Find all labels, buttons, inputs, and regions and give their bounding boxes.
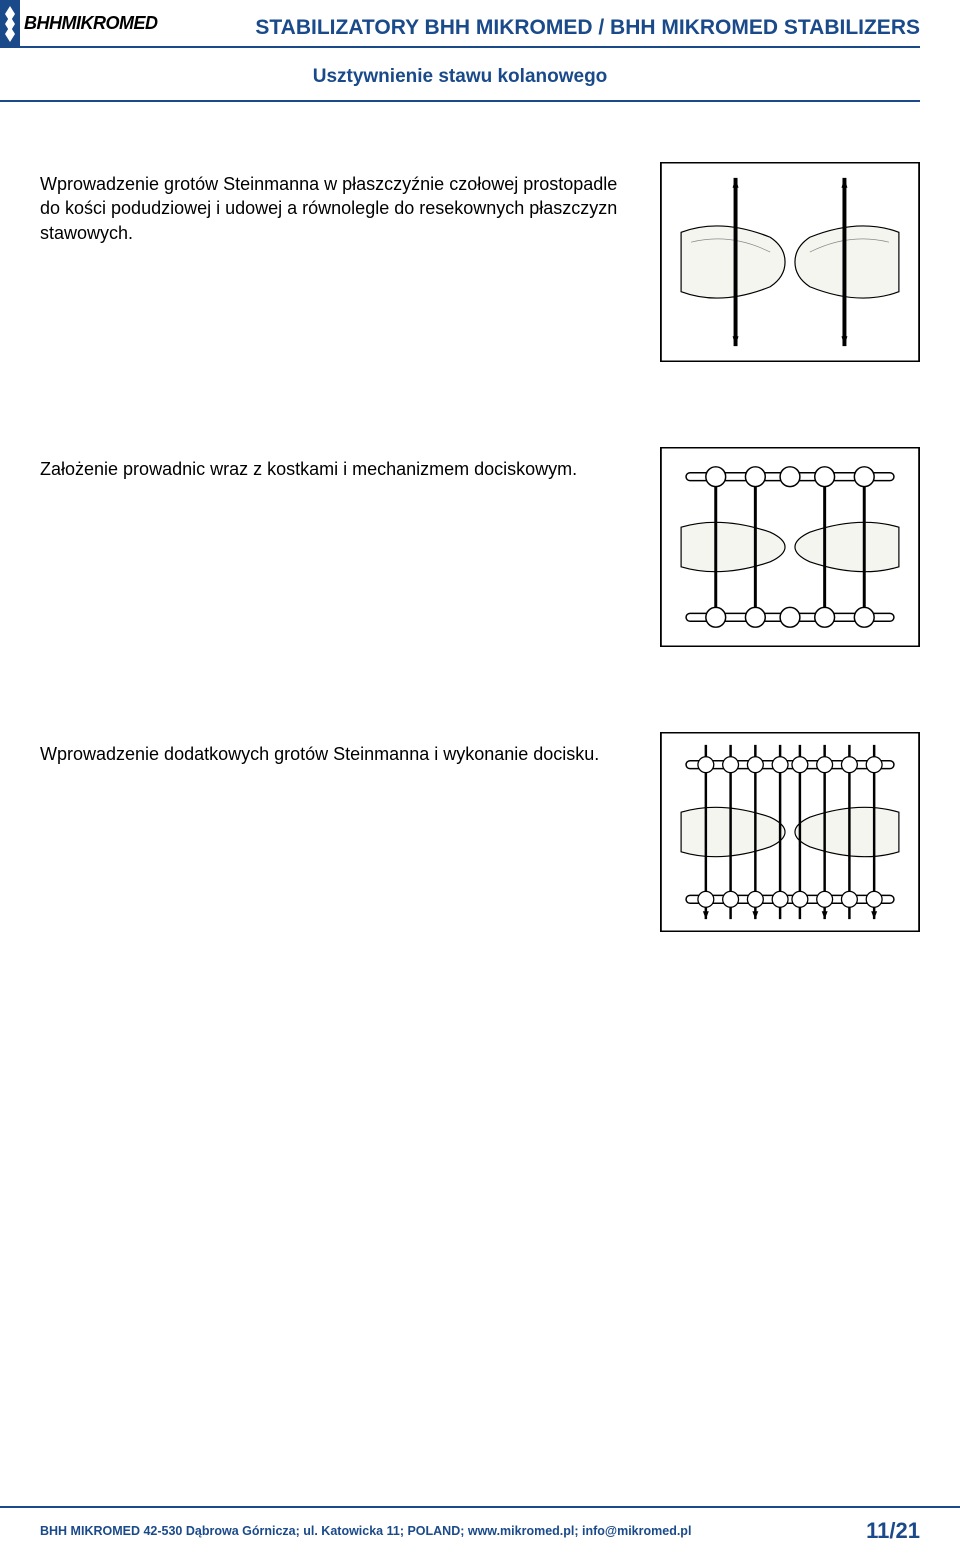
section-row: Wprowadzenie grotów Steinmanna w płaszcz… xyxy=(40,162,920,367)
figure-illustration xyxy=(660,732,920,932)
logo: BHHMIKROMED xyxy=(0,0,164,46)
subtitle: Usztywnienie stawu kolanowego xyxy=(313,66,608,87)
section-row: Wprowadzenie dodatkowych grotów Steinman… xyxy=(40,732,920,937)
section-text: Wprowadzenie dodatkowych grotów Steinman… xyxy=(40,732,620,766)
section-text: Założenie prowadnic wraz z kostkami i me… xyxy=(40,447,620,481)
content: Wprowadzenie grotów Steinmanna w płaszcz… xyxy=(0,102,960,937)
main-title: STABILIZATORY BHH MIKROMED / BHH MIKROME… xyxy=(255,16,920,39)
figure-illustration xyxy=(660,162,920,362)
figure-col xyxy=(660,447,920,652)
section-row: Założenie prowadnic wraz z kostkami i me… xyxy=(40,447,920,652)
section-text: Wprowadzenie grotów Steinmanna w płaszcz… xyxy=(40,162,620,245)
figure-col xyxy=(660,732,920,937)
page-footer: BHH MIKROMED 42-530 Dąbrowa Górnicza; ul… xyxy=(0,1506,960,1544)
logo-text: BHHMIKROMED xyxy=(20,13,164,34)
page-header: BHHMIKROMED STABILIZATORY BHH MIKROMED /… xyxy=(0,0,960,102)
figure-illustration xyxy=(660,447,920,647)
page-number: 11/21 xyxy=(866,1518,920,1544)
figure-col xyxy=(660,162,920,367)
logo-icon xyxy=(0,0,20,46)
footer-text: BHH MIKROMED 42-530 Dąbrowa Górnicza; ul… xyxy=(40,1524,691,1538)
subtitle-row: Usztywnienie stawu kolanowego xyxy=(0,48,920,102)
